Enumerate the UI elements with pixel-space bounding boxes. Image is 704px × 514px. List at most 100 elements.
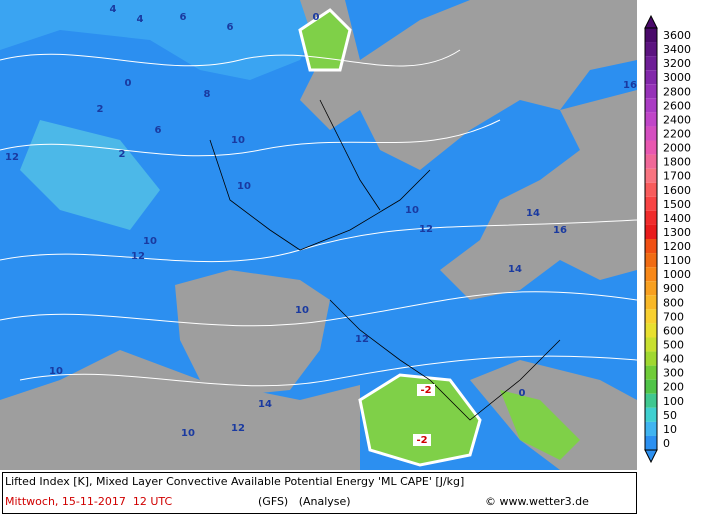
legend-label: 1600 xyxy=(663,184,691,197)
contour-label: 10 xyxy=(49,366,63,377)
contour-label: 8 xyxy=(204,89,211,100)
legend-label: 1700 xyxy=(663,170,691,183)
legend-label: 1400 xyxy=(663,212,691,225)
legend: 3600340032003000280026002400220020001800… xyxy=(644,14,691,464)
legend-swatch xyxy=(645,323,657,338)
contour-label: 14 xyxy=(508,264,522,275)
legend-swatch xyxy=(645,70,657,85)
legend-label: 500 xyxy=(663,339,684,352)
contour-label: 0 xyxy=(313,12,320,23)
footer-date: Mittwoch, 15-11-2017 12 UTC xyxy=(5,495,173,508)
legend-swatch xyxy=(645,435,657,451)
legend-label: 50 xyxy=(663,409,677,422)
legend-swatch xyxy=(645,168,657,183)
coastlines xyxy=(209,99,561,421)
contour-label: -2 xyxy=(420,385,431,396)
contour-label: 16 xyxy=(553,225,567,236)
legend-swatch xyxy=(645,98,657,113)
legend-label: 1800 xyxy=(663,156,691,169)
legend-label: 3000 xyxy=(663,71,691,84)
legend-label: 300 xyxy=(663,367,684,380)
legend-label: 1200 xyxy=(663,240,691,253)
legend-swatch xyxy=(645,224,657,239)
legend-label: 200 xyxy=(663,381,684,394)
contour-label: 10 xyxy=(405,205,419,216)
legend-swatch xyxy=(645,154,657,169)
contour-label: 12 xyxy=(231,423,245,434)
legend-swatch xyxy=(645,407,657,422)
legend-swatch xyxy=(645,84,657,99)
sea-light xyxy=(20,120,160,230)
contour-label: 12 xyxy=(355,334,369,345)
legend-swatch xyxy=(645,182,657,197)
legend-swatch xyxy=(645,42,657,57)
legend-swatch xyxy=(645,281,657,296)
legend-swatch xyxy=(645,393,657,408)
coastline xyxy=(209,139,431,251)
land xyxy=(300,0,637,170)
contour-label: 2 xyxy=(119,149,126,160)
legend-swatch xyxy=(645,27,657,43)
legend-swatch xyxy=(645,239,657,254)
contour-label: 2 xyxy=(97,104,104,115)
contour-label: 12 xyxy=(131,251,145,262)
legend-label: 0 xyxy=(663,437,670,450)
legend-label: 2200 xyxy=(663,127,691,140)
legend-swatch xyxy=(645,126,657,141)
land xyxy=(175,270,330,395)
contour-label: 6 xyxy=(180,12,187,23)
contour-label: 6 xyxy=(155,125,162,136)
legend-label: 1500 xyxy=(663,198,691,211)
legend-label: 700 xyxy=(663,310,684,323)
zero-line xyxy=(358,373,482,467)
legend-swatch xyxy=(645,267,657,282)
legend-swatch xyxy=(645,56,657,71)
zero-line xyxy=(298,8,352,72)
legend-swatch xyxy=(645,421,657,436)
legend-swatch xyxy=(645,337,657,352)
legend-swatch xyxy=(645,210,657,225)
contour-label: 4 xyxy=(137,14,144,25)
coastline xyxy=(319,99,381,211)
legend-label: 2800 xyxy=(663,85,691,98)
contour-label: 16 xyxy=(623,80,637,91)
legend-label: 2400 xyxy=(663,113,691,126)
contour-label: 4 xyxy=(110,4,117,15)
contour-label: 14 xyxy=(526,208,540,219)
contour-line xyxy=(0,291,638,327)
legend-arrow xyxy=(644,449,658,464)
sea-light xyxy=(0,0,330,80)
legend-label: 2600 xyxy=(663,99,691,112)
label-bg xyxy=(417,384,435,396)
legend-swatch xyxy=(645,351,657,366)
footer-model: (GFS) (Analyse) xyxy=(258,495,351,508)
contour-line xyxy=(0,49,461,67)
cape-area xyxy=(500,390,580,460)
legend-label: 2000 xyxy=(663,142,691,155)
legend-swatch xyxy=(645,112,657,127)
legend-label: 10 xyxy=(663,423,677,436)
legend-label: 900 xyxy=(663,282,684,295)
legend-swatch xyxy=(645,196,657,211)
legend-swatch xyxy=(645,365,657,380)
label-bg xyxy=(413,434,431,446)
legend-label: 1000 xyxy=(663,268,691,281)
cape-area xyxy=(360,375,480,465)
footer: Lifted Index [K], Mixed Layer Convective… xyxy=(2,472,637,514)
legend-label: 3400 xyxy=(663,43,691,56)
legend-label: 800 xyxy=(663,296,684,309)
legend-label: 1100 xyxy=(663,254,691,267)
legend-arrow xyxy=(644,14,658,29)
legend-label: 3600 xyxy=(663,29,691,42)
contour-label: 12 xyxy=(5,152,19,163)
contour-label: 10 xyxy=(143,236,157,247)
contour-label: 0 xyxy=(519,388,526,399)
contour-label: -2 xyxy=(416,435,427,446)
contour-label: 10 xyxy=(295,305,309,316)
legend-swatch xyxy=(645,253,657,268)
legend-label: 3200 xyxy=(663,57,691,70)
coastline xyxy=(329,299,561,421)
legend-swatch xyxy=(645,140,657,155)
